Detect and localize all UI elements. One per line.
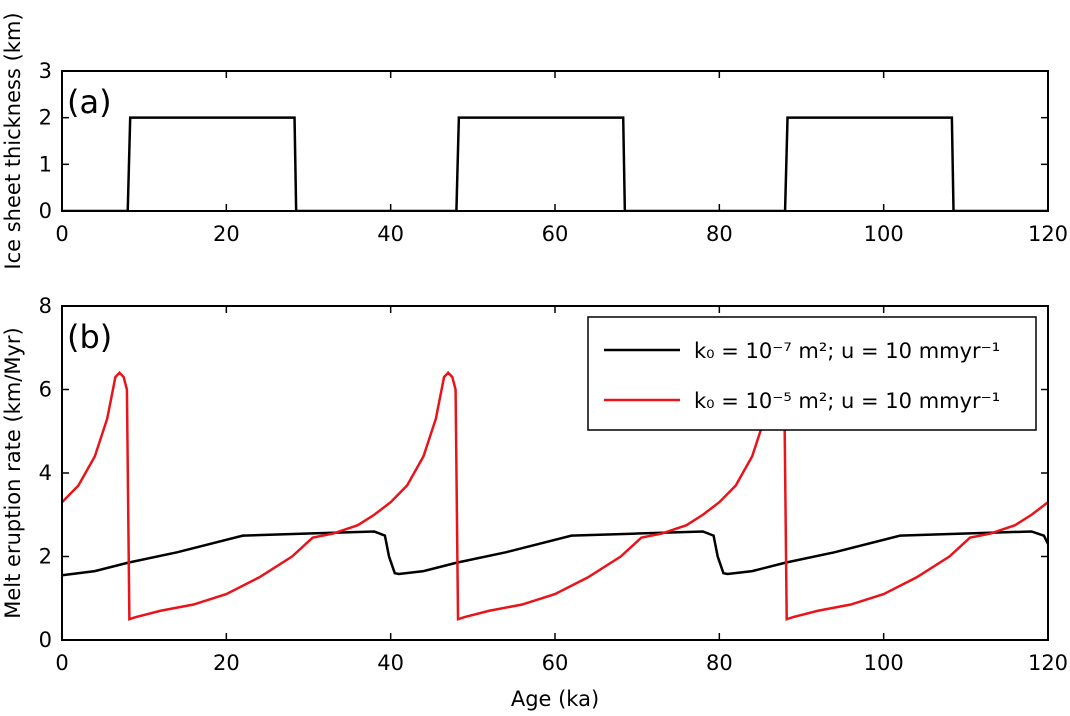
y-tick-label: 2 <box>39 545 52 569</box>
legend-label: k₀ = 10⁻⁵ m²; u = 10 mmyr⁻¹ <box>694 389 1000 413</box>
legend-label: k₀ = 10⁻⁷ m²; u = 10 mmyr⁻¹ <box>694 339 1000 363</box>
x-axis-label: Age (ka) <box>511 687 599 711</box>
x-tick-label: 100 <box>864 222 904 246</box>
y-tick-label: 1 <box>39 152 52 176</box>
x-tick-label: 40 <box>377 222 404 246</box>
x-tick-label: 40 <box>377 651 404 675</box>
legend-box <box>587 316 1037 431</box>
x-tick-label: 60 <box>542 651 569 675</box>
y-axis-label: Melt eruption rate (km/Myr) <box>1 327 25 618</box>
x-tick-label: 120 <box>1028 651 1068 675</box>
x-tick-label: 120 <box>1028 222 1068 246</box>
x-tick-label: 0 <box>55 222 68 246</box>
plot-frame <box>61 305 1049 641</box>
x-tick-label: 0 <box>55 651 68 675</box>
panel-label: (b) <box>67 318 112 356</box>
y-tick-label: 8 <box>39 294 52 318</box>
y-tick-label: 0 <box>39 628 52 652</box>
y-tick-label: 6 <box>39 378 52 402</box>
series-line <box>62 530 1048 577</box>
x-tick-label: 80 <box>706 222 733 246</box>
y-axis-label: Ice sheet thickness (km) <box>1 12 25 269</box>
series-line <box>62 371 1048 621</box>
y-tick-label: 4 <box>39 461 52 485</box>
y-tick-label: 3 <box>39 59 52 83</box>
series-line <box>62 116 1048 211</box>
plot-frame <box>61 70 1049 212</box>
y-tick-label: 0 <box>39 199 52 223</box>
x-tick-label: 80 <box>706 651 733 675</box>
x-tick-label: 20 <box>213 222 240 246</box>
panel-label: (a) <box>67 83 112 121</box>
x-tick-label: 60 <box>542 222 569 246</box>
x-tick-label: 20 <box>213 651 240 675</box>
y-tick-label: 2 <box>39 106 52 130</box>
x-tick-label: 100 <box>864 651 904 675</box>
